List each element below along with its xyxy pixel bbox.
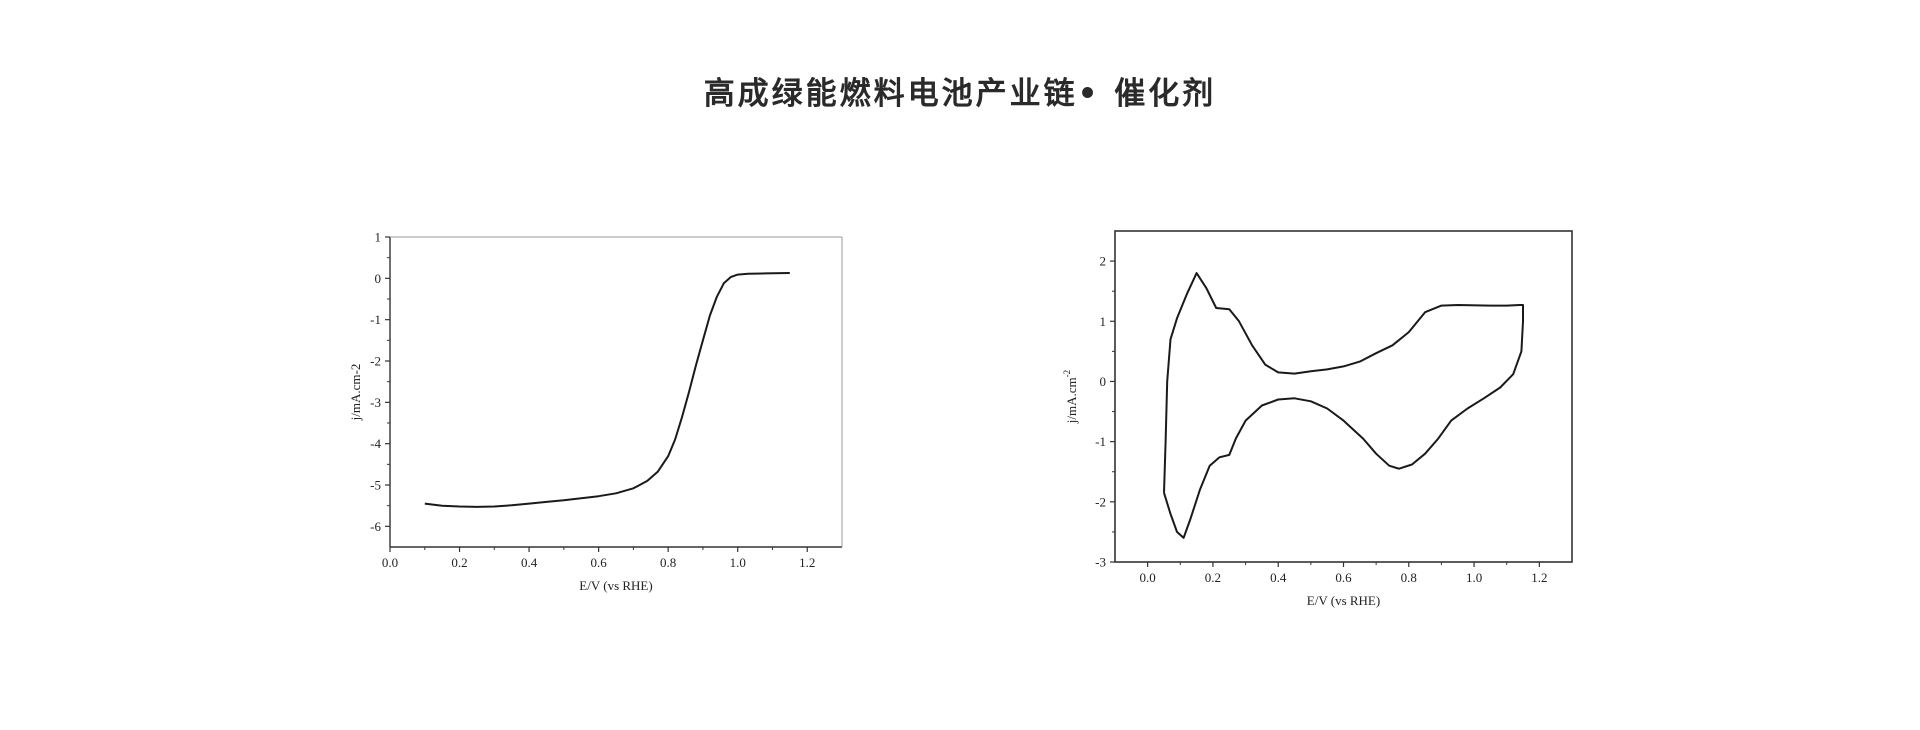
x-tick-label: 1.0 <box>730 555 746 570</box>
y-tick-label: -1 <box>1095 434 1106 449</box>
y-axis-label: j/mA.cm-2 <box>1062 370 1079 424</box>
y-axis-label-superscript: -2 <box>1062 370 1072 378</box>
series-line <box>1163 272 1524 539</box>
x-tick-label: 0.8 <box>1401 570 1417 585</box>
series-line <box>424 272 790 508</box>
x-axis-label: E/V (vs RHE) <box>579 578 652 593</box>
y-tick-label: -5 <box>370 478 381 493</box>
x-tick-label: 1.2 <box>1531 570 1547 585</box>
x-tick-label: 0.4 <box>1270 570 1287 585</box>
y-axis-label: j/mA.cm-2 <box>348 364 363 422</box>
plot-frame <box>1114 230 1573 563</box>
x-tick-label: 0.0 <box>382 555 398 570</box>
x-tick-label: 0.6 <box>1335 570 1352 585</box>
y-tick-label: 1 <box>1100 314 1107 329</box>
x-tick-label: 1.2 <box>799 555 815 570</box>
y-tick-label: -6 <box>370 519 381 534</box>
y-tick-label: 2 <box>1100 254 1107 269</box>
lsv-chart: 1 0 -1 -2 -3 -4 -5 -6 0.0 0.2 0.4 0.6 0.8 1.0 1.2 E/V (… <box>348 230 843 593</box>
y-tick-label: -3 <box>1095 555 1106 570</box>
cv-chart: 2 1 0 -1 -2 -3 0.0 0.2 0.4 0.6 0.8 1.0 1.2 E/V (vs RH… <box>1062 230 1573 608</box>
page-title: 高成绿能燃料电池产业链• 催化剂 <box>703 76 1217 112</box>
y-tick-label: -2 <box>1095 494 1106 509</box>
y-tick-label: 0 <box>1100 374 1107 389</box>
x-tick-label: 0.0 <box>1140 570 1156 585</box>
x-axis-label: E/V (vs RHE) <box>1307 593 1380 608</box>
x-tick-label: 0.2 <box>1205 570 1221 585</box>
x-tick-label: 0.4 <box>521 555 538 570</box>
y-tick-label: -1 <box>370 312 381 327</box>
y-tick-label: -4 <box>370 436 381 451</box>
x-tick-label: 1.0 <box>1466 570 1482 585</box>
x-tick-label: 0.6 <box>590 555 607 570</box>
y-tick-label: 0 <box>375 271 382 286</box>
x-tick-label: 0.2 <box>451 555 467 570</box>
y-tick-label: -3 <box>370 395 381 410</box>
x-tick-label: 0.8 <box>660 555 676 570</box>
y-tick-label: -2 <box>370 354 381 369</box>
y-tick-label: 1 <box>375 230 382 245</box>
